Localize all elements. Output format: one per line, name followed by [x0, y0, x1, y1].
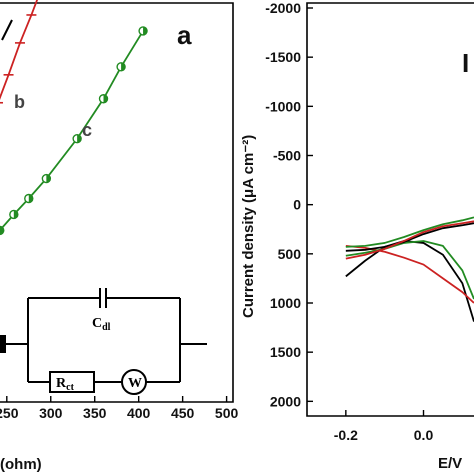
data-point — [24, 193, 34, 204]
panel-b-y-tick-label: 1000 — [270, 295, 301, 311]
data-point — [138, 26, 148, 36]
panel-b-y-tick-label: 1500 — [270, 344, 301, 360]
curve-label-b: b — [14, 92, 25, 112]
panel-b-y-ticks: -2000 -1500 -1000 -500 0 500 1000 1500 2000 — [265, 0, 313, 409]
panel-a-frame — [0, 2, 234, 403]
panel-b-y-tick-label: -2000 — [265, 0, 301, 16]
panel-a-x-ticks: 250 300 350 400 450 500 — [0, 396, 238, 421]
data-point — [0, 225, 5, 236]
curve-label-c: c — [82, 120, 92, 140]
warburg-label: W — [128, 376, 142, 391]
panel-b-series — [345, 216, 474, 322]
resistor-label: Rct — [56, 376, 75, 393]
circuit-electrode — [0, 335, 6, 353]
panel-b-x-tick-label: -0.2 — [334, 427, 358, 443]
panel-b-y-axis-label: Current density (μA cm⁻²) — [240, 135, 257, 318]
data-point — [72, 133, 82, 144]
panel-b-y-tick-label: 2000 — [270, 393, 301, 409]
data-point — [9, 209, 19, 220]
panel-a: 250 300 350 400 450 500 a b c Cdl Rct W — [0, 0, 238, 473]
panel-a-black-fragment — [1, 19, 13, 41]
panel-a-x-tick-label: 250 — [0, 405, 19, 421]
panel-b-frame — [306, 2, 474, 417]
panel-a-series — [0, 0, 148, 236]
panel-a-x-tick-label: 300 — [39, 405, 63, 421]
data-point — [116, 62, 126, 72]
series-line-green — [345, 240, 474, 300]
panel-b-x-tick-label: 0.0 — [414, 427, 434, 443]
panel-b-y-tick-label: -1000 — [265, 98, 301, 114]
data-point — [98, 94, 109, 104]
panel-b-y-tick-label: 500 — [278, 246, 302, 262]
panel-a-label: a — [177, 20, 192, 50]
series-line-green2 — [345, 216, 474, 248]
panel-b-label-fragment: I — [462, 48, 469, 78]
panel-a-x-tick-label: 500 — [215, 405, 239, 421]
series-line-c — [0, 30, 144, 232]
data-point — [41, 173, 52, 184]
panel-a-x-tick-label: 350 — [83, 405, 107, 421]
panel-b-y-tick-label: -500 — [273, 148, 301, 164]
panel-b-y-tick-label: -1500 — [265, 49, 301, 65]
panel-b-x-axis-label: E/V — [438, 455, 462, 472]
series-line-red2 — [345, 220, 474, 260]
panel-b-y-tick-label: 0 — [293, 197, 301, 213]
equivalent-circuit: Cdl Rct W — [0, 288, 207, 395]
panel-a-x-tick-label: 450 — [171, 405, 195, 421]
capacitor-label: Cdl — [92, 316, 111, 333]
panel-b-x-ticks: -0.2 0.0 — [334, 410, 434, 443]
panel-a-x-axis-label: (ohm) — [0, 456, 42, 473]
panel-b: -2000 -1500 -1000 -500 0 500 1000 1500 2000 -0.2… — [240, 0, 474, 472]
panel-a-x-tick-label: 400 — [127, 405, 151, 421]
series-line-black2 — [345, 222, 474, 252]
